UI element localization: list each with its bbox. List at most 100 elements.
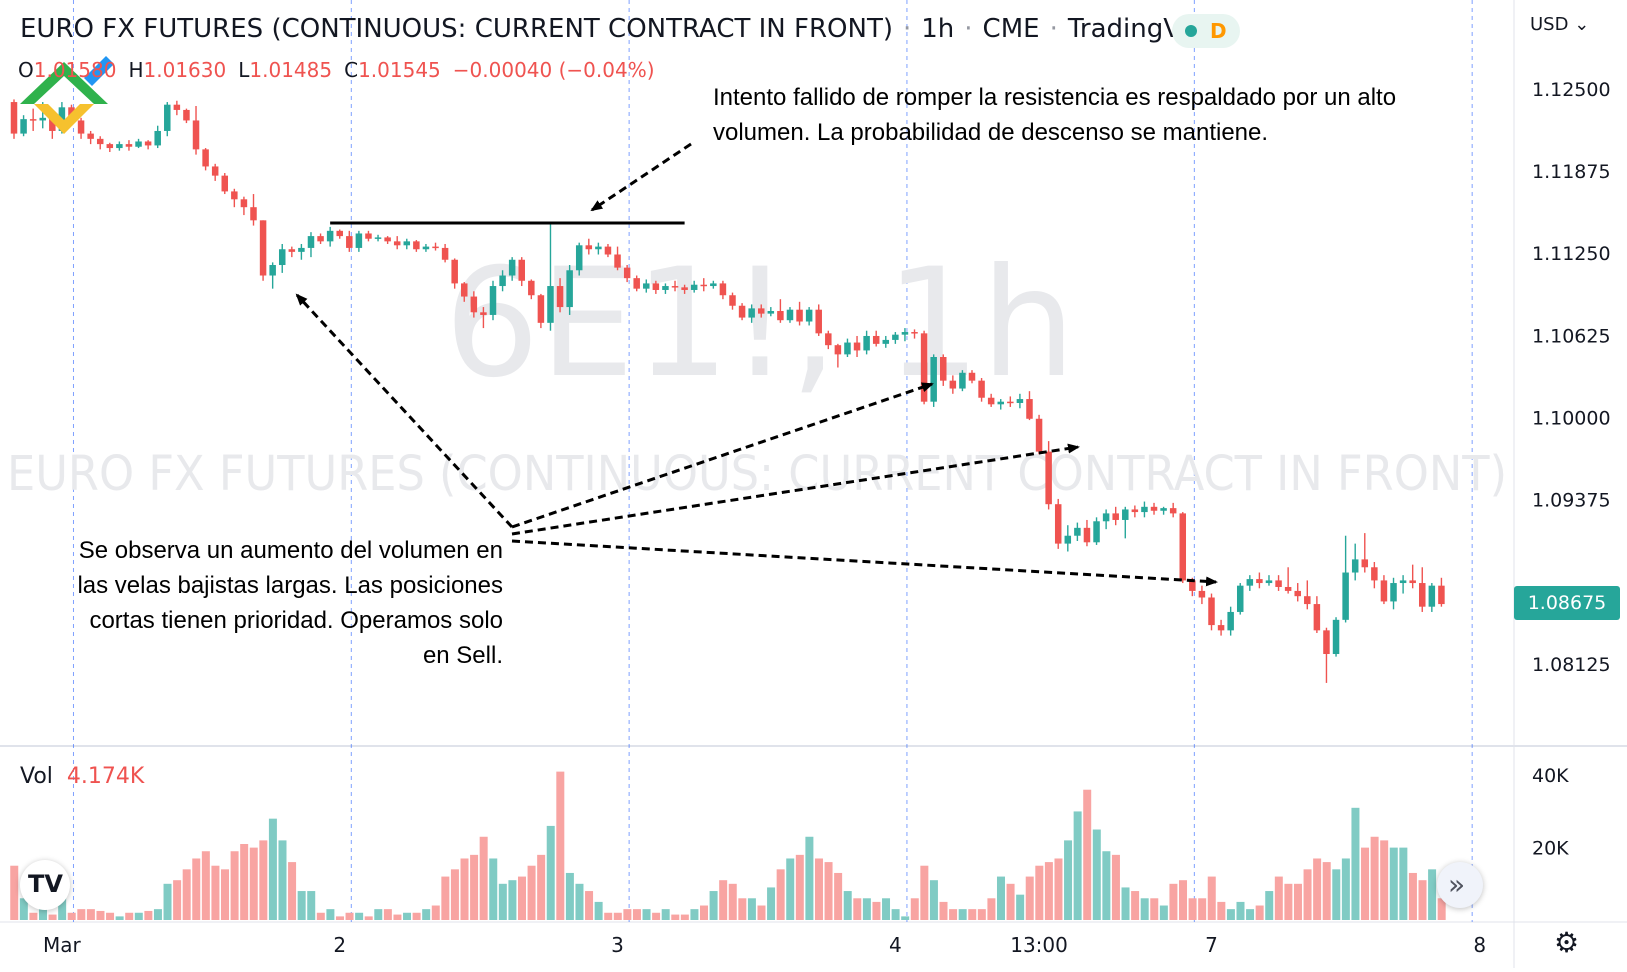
volume-bar — [1361, 847, 1370, 920]
volume-bar — [230, 851, 239, 920]
volume-bar — [1351, 807, 1360, 920]
volume-bar — [249, 847, 258, 920]
volume-bar — [470, 854, 479, 920]
candle-body — [643, 283, 650, 289]
price-tick-label: 1.11875 — [1532, 161, 1611, 183]
candle-body — [920, 333, 928, 402]
candle-body — [1112, 513, 1119, 520]
candle-body — [278, 249, 286, 266]
volume-bar — [1150, 898, 1159, 920]
candle-body — [49, 117, 56, 131]
price-axis[interactable]: 1.12500 1.11875 1.11250 1.10625 1.10000 1.093… — [1532, 79, 1611, 676]
volume-bar — [834, 872, 843, 920]
volume-bar — [939, 901, 948, 920]
volume-bar — [1198, 898, 1207, 920]
candle-body — [623, 267, 631, 279]
volume-bar — [1293, 883, 1302, 920]
main-pane-bg — [0, 0, 1514, 746]
candle-body — [1179, 513, 1187, 581]
volume-bar — [862, 898, 871, 920]
volume-bar — [1418, 880, 1427, 920]
ohlc-readout: O1.01580 H1.01630 L1.01485 C1.01545 −0.00040… — [18, 58, 667, 82]
tradingview-logo-button[interactable]: TV — [20, 860, 70, 910]
market-status-badge[interactable]: D — [1172, 14, 1240, 48]
high-value: 1.01630 — [143, 58, 227, 82]
candle-body — [786, 309, 794, 321]
volume-bar — [1083, 789, 1092, 920]
volume-bar — [345, 912, 354, 920]
volume-bar — [1265, 891, 1274, 920]
candle-body — [892, 334, 899, 340]
candle-body — [1304, 596, 1311, 605]
price-tick-label: 1.08125 — [1532, 654, 1611, 676]
volume-bar — [1179, 880, 1188, 920]
symbol-title[interactable]: EURO FX FUTURES (CONTINUOUS: CURRENT CON… — [20, 14, 893, 44]
time-tick-label: 4 — [889, 933, 902, 957]
volume-bar — [1111, 854, 1120, 920]
candle-body — [777, 311, 784, 321]
time-axis[interactable]: Mar 2 3 4 13:00 7 8 — [43, 933, 1486, 957]
volume-bar — [920, 865, 929, 920]
volume-bar — [1370, 836, 1379, 920]
volume-bar — [134, 912, 143, 920]
volume-bar — [441, 876, 450, 920]
currency-selector[interactable]: USD ⌄ — [1530, 14, 1589, 35]
candle-body — [1438, 585, 1445, 605]
status-dot-icon — [1185, 25, 1197, 37]
volume-bar — [814, 858, 823, 920]
candle-body — [1265, 580, 1273, 584]
gear-icon[interactable]: ⚙ — [1554, 926, 1580, 959]
candle-body — [1284, 586, 1292, 591]
volume-bar — [383, 909, 392, 920]
chart-header: EURO FX FUTURES (CONTINUOUS: CURRENT CON… — [20, 14, 1225, 44]
volume-bar — [316, 912, 325, 920]
volume-bar — [38, 905, 47, 920]
volume-bar — [479, 836, 488, 920]
volume-legend[interactable]: Vol 4.174K — [20, 764, 144, 789]
candle-body — [978, 380, 985, 398]
volume-bar — [1064, 840, 1073, 920]
volume-bar — [661, 909, 670, 920]
volume-bar — [594, 901, 603, 920]
volume-tick-label: 20K — [1532, 838, 1569, 860]
candle-body — [1371, 567, 1378, 581]
time-tick-label: 13:00 — [1010, 933, 1068, 957]
scroll-to-realtime-button[interactable]: » — [1437, 862, 1483, 908]
candle-body — [403, 241, 411, 246]
interval-label[interactable]: 1h — [921, 14, 955, 44]
volume-bar — [1284, 883, 1293, 920]
price-tick-label: 1.09375 — [1532, 490, 1611, 512]
candle-body — [1361, 559, 1369, 568]
volume-bar — [460, 858, 469, 920]
volume-bar — [795, 854, 804, 920]
volume-bar — [613, 912, 622, 920]
candle-body — [556, 286, 564, 308]
candle-body — [690, 284, 698, 290]
candle-body — [508, 259, 516, 276]
candle-body — [518, 259, 525, 281]
volume-bar — [1035, 865, 1044, 920]
volume-bar — [949, 909, 958, 920]
volume-bar — [690, 909, 699, 920]
volume-bar — [431, 905, 440, 920]
volume-bar — [901, 916, 910, 920]
candle-body — [374, 237, 382, 239]
volume-bar — [738, 898, 747, 920]
volume-bar — [192, 858, 201, 920]
candle-body — [269, 265, 276, 276]
volume-bar — [498, 883, 507, 920]
candle-body — [729, 295, 736, 306]
volume-bar — [910, 898, 919, 920]
candle-body — [1083, 527, 1091, 543]
volume-bar — [1408, 872, 1417, 920]
volume-bar — [1246, 909, 1255, 920]
candle-body — [77, 120, 85, 134]
volume-bar — [10, 865, 19, 920]
candle-body — [1246, 579, 1254, 586]
candle-body — [604, 246, 612, 255]
candle-body — [863, 335, 870, 351]
volume-bar — [767, 887, 776, 920]
candle-body — [1275, 580, 1282, 587]
candle-body — [183, 109, 190, 121]
